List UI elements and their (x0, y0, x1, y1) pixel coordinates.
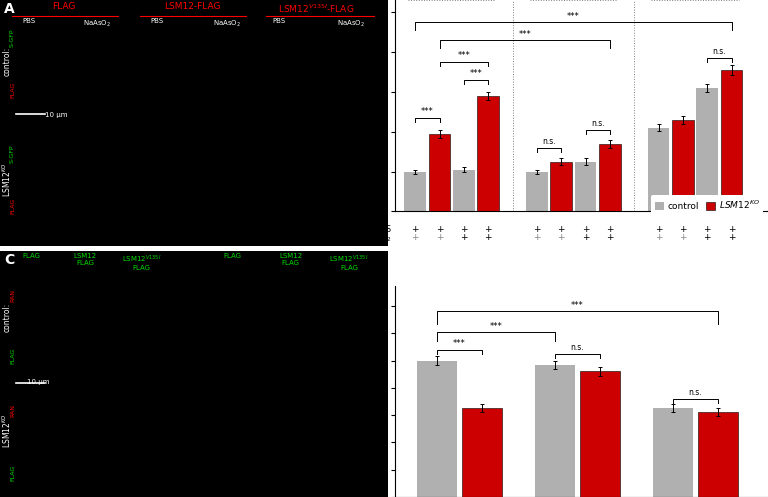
Text: n.s.: n.s. (591, 119, 604, 128)
Text: +: + (606, 225, 614, 234)
Text: FLAG: FLAG (10, 82, 15, 98)
Text: +: + (679, 233, 687, 242)
Y-axis label: RAN (N/C): RAN (N/C) (359, 367, 369, 415)
Bar (453, 169, 475, 212)
Text: +: + (533, 233, 541, 242)
Bar (551, 162, 572, 212)
Text: +: + (460, 225, 468, 234)
Bar (698, 413, 737, 497)
Text: ***: *** (518, 30, 531, 39)
Bar (580, 371, 620, 497)
Text: +: + (655, 233, 662, 242)
Y-axis label: S-GFP (N/C): S-GFP (N/C) (368, 78, 378, 134)
Text: ***: *** (489, 322, 502, 331)
Text: NaAsO$_2$: NaAsO$_2$ (337, 18, 365, 29)
Text: +: + (606, 233, 614, 242)
Text: +: + (533, 225, 541, 234)
Text: LSM12$^{V135I}$
FLAG: LSM12$^{V135I}$ FLAG (329, 253, 369, 271)
Bar (462, 409, 502, 497)
Text: +: + (728, 233, 735, 242)
Text: +: + (485, 233, 492, 242)
Text: PBS: PBS (22, 18, 35, 24)
Text: ***: *** (458, 51, 470, 60)
Text: +: + (558, 225, 565, 234)
Text: FLAG: FLAG (52, 2, 76, 11)
Bar (697, 88, 718, 212)
Text: +: + (679, 225, 687, 234)
Text: +: + (581, 233, 589, 242)
Text: C: C (4, 253, 14, 267)
Text: ***: *** (470, 69, 482, 78)
Text: FLAG: FLAG (22, 253, 40, 259)
Bar (417, 360, 457, 497)
Text: +: + (703, 225, 711, 234)
Text: ***: *** (421, 107, 434, 116)
Text: 10 μm: 10 μm (27, 379, 50, 385)
Bar (478, 96, 499, 212)
Text: +: + (412, 225, 419, 234)
Text: ***: *** (571, 301, 584, 310)
Text: RAN: RAN (10, 289, 15, 302)
Text: FLAG: FLAG (10, 197, 15, 214)
Text: +: + (581, 225, 589, 234)
Bar (721, 70, 742, 212)
Text: RAN: RAN (10, 405, 15, 417)
Text: +: + (655, 225, 662, 234)
Text: S-GFP: S-GFP (10, 145, 15, 163)
Text: +: + (435, 225, 443, 234)
Text: +: + (728, 225, 735, 234)
Text: LSM12$^{KO}$: LSM12$^{KO}$ (1, 162, 13, 197)
Text: 10 μm: 10 μm (45, 112, 67, 118)
Bar (574, 162, 596, 212)
Bar (647, 128, 669, 212)
Text: NaAsO$_2$: NaAsO$_2$ (213, 18, 241, 29)
Bar (672, 120, 694, 212)
Text: LSM12-FLAG: LSM12-FLAG (164, 2, 220, 11)
Text: control:: control: (2, 47, 12, 76)
Text: D: D (351, 190, 362, 204)
Text: ***: *** (453, 339, 466, 348)
Text: +: + (703, 233, 711, 242)
Text: LSM12$^{KO}$: LSM12$^{KO}$ (1, 413, 13, 448)
Bar (599, 144, 621, 212)
Text: +: + (460, 233, 468, 242)
Text: NaAsO$_2$: NaAsO$_2$ (83, 18, 111, 29)
Text: n.s.: n.s. (542, 137, 556, 146)
Text: S-GFP: S-GFP (10, 29, 15, 47)
Text: LSM12$^{V135I}$
FLAG: LSM12$^{V135I}$ FLAG (122, 253, 161, 271)
Text: LSM12
FLAG: LSM12 FLAG (74, 253, 97, 266)
Bar (405, 171, 426, 212)
Text: PBS: PBS (273, 18, 286, 24)
Text: PBS: PBS (151, 18, 164, 24)
Text: n.s.: n.s. (571, 343, 584, 352)
Text: n.s.: n.s. (713, 47, 727, 56)
Text: PBS: PBS (375, 225, 391, 234)
Text: A: A (4, 2, 15, 16)
Bar (653, 409, 693, 497)
Text: +: + (412, 233, 419, 242)
Bar (526, 171, 548, 212)
Text: control:: control: (2, 303, 12, 332)
Text: n.s.: n.s. (688, 388, 702, 398)
Text: FLAG: FLAG (223, 253, 242, 259)
Bar (429, 134, 450, 212)
Text: ***: *** (567, 12, 580, 21)
Text: LSM12$^{V135I}$-FLAG: LSM12$^{V135I}$-FLAG (278, 2, 354, 15)
Legend: control, $LSM12^{KO}$: control, $LSM12^{KO}$ (651, 195, 763, 215)
Text: NaAsO$_2$: NaAsO$_2$ (358, 231, 391, 244)
Text: +: + (485, 225, 492, 234)
Text: +: + (435, 233, 443, 242)
Bar (535, 365, 574, 497)
Text: LSM12
FLAG: LSM12 FLAG (280, 253, 303, 266)
Text: FLAG: FLAG (10, 347, 15, 364)
Text: FLAG: FLAG (10, 464, 15, 481)
Text: +: + (558, 233, 565, 242)
